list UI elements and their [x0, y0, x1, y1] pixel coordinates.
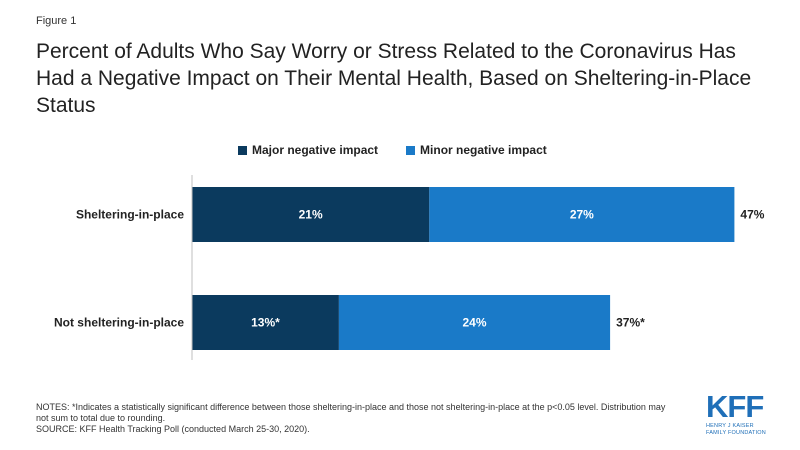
chart-legend: Major negative impact Minor negative imp…: [238, 143, 575, 157]
bar-segment: [192, 187, 430, 242]
notes-text: NOTES: *Indicates a statistically signif…: [36, 402, 666, 423]
total-label: 37%*: [616, 316, 645, 330]
bar-segment: [338, 295, 611, 350]
logo-mark: KFF: [706, 389, 764, 424]
data-label: 24%: [462, 316, 486, 330]
data-label: 21%: [299, 208, 323, 222]
chart-title: Percent of Adults Who Say Worry or Stres…: [36, 40, 752, 117]
logo-subtitle-1: HENRY J KAISER: [706, 423, 754, 429]
notes: NOTES: *Indicates a statistically signif…: [36, 402, 676, 435]
total-label: 47%: [740, 208, 764, 222]
data-label: 27%: [570, 208, 594, 222]
legend-label-major: Major negative impact: [252, 143, 379, 157]
category-label: Sheltering-in-place: [76, 208, 184, 222]
figure-label: Figure 1: [36, 15, 77, 27]
legend-swatch-minor: [406, 145, 416, 155]
legend-item-minor: Minor negative impact: [406, 143, 547, 157]
bar-segment: [429, 187, 735, 242]
data-label: 13%*: [251, 316, 280, 330]
source-text: SOURCE: KFF Health Tracking Poll (conduc…: [36, 424, 310, 434]
legend-swatch-major: [238, 145, 247, 155]
kff-logo: KFF HENRY J KAISER FAMILY FOUNDATION: [706, 389, 770, 436]
legend-item-major: Major negative impact: [238, 143, 378, 157]
category-label: Not sheltering-in-place: [54, 316, 184, 330]
logo-subtitle-2: FAMILY FOUNDATION: [706, 430, 766, 436]
legend-label-minor: Minor negative impact: [420, 143, 547, 157]
bar-segment: [192, 295, 339, 350]
